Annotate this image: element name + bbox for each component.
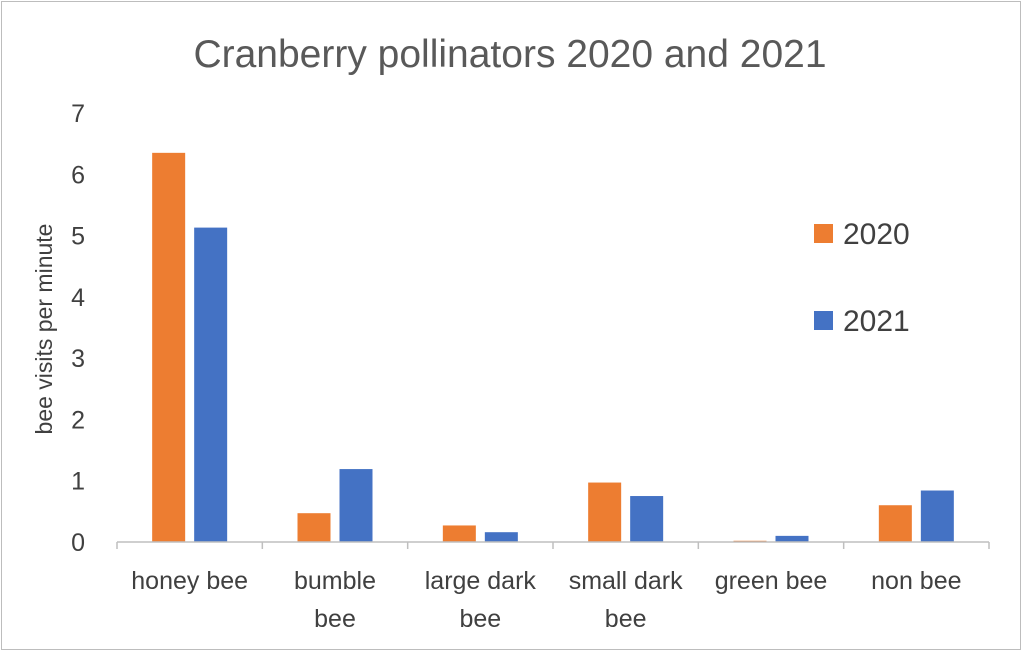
- bar-2020: [878, 505, 912, 542]
- y-axis-label: bee visits per minute: [31, 224, 57, 435]
- bar-2021: [630, 496, 664, 542]
- bar-2020: [588, 482, 622, 542]
- legend-label: 2020: [843, 218, 910, 251]
- y-tick-label: 4: [71, 284, 85, 312]
- x-category-label: large dark bee: [425, 567, 537, 633]
- y-tick-label: 3: [71, 345, 85, 373]
- x-category-label: small dark bee: [569, 567, 683, 633]
- y-tick-label: 2: [71, 406, 85, 434]
- legend-swatch-2021: [814, 311, 833, 330]
- y-tick-label: 7: [71, 100, 85, 128]
- bar-2021: [775, 535, 809, 542]
- legend-swatch-2020: [814, 224, 833, 243]
- bars: [152, 152, 954, 543]
- bar-2021: [339, 469, 373, 542]
- bar-2020: [297, 513, 331, 542]
- bar-2020: [152, 152, 186, 543]
- y-tick-label: 0: [71, 529, 85, 557]
- chart-title: Cranberry pollinators 2020 and 2021: [193, 33, 826, 76]
- bar-2020: [442, 525, 476, 542]
- x-axis-category-dividers: [116, 542, 990, 549]
- y-tick-label: 5: [71, 223, 85, 251]
- legend: 2020 2021: [814, 218, 910, 338]
- x-axis-category-labels: honey bee bumble bee large dark bee small dar…: [131, 567, 961, 633]
- bar-2021: [484, 532, 518, 542]
- legend-label: 2021: [843, 305, 910, 338]
- y-tick-label: 1: [71, 468, 85, 496]
- x-category-label: green bee: [715, 567, 828, 595]
- x-category-label: honey bee: [131, 567, 248, 595]
- x-category-label: non bee: [871, 567, 961, 595]
- y-axis-ticks: 0 1 2 3 4 5 6 7: [71, 100, 85, 557]
- bar-2021: [194, 227, 228, 542]
- x-category-label: bumble bee: [294, 567, 376, 633]
- bar-2021: [920, 490, 954, 542]
- y-tick-label: 6: [71, 161, 85, 189]
